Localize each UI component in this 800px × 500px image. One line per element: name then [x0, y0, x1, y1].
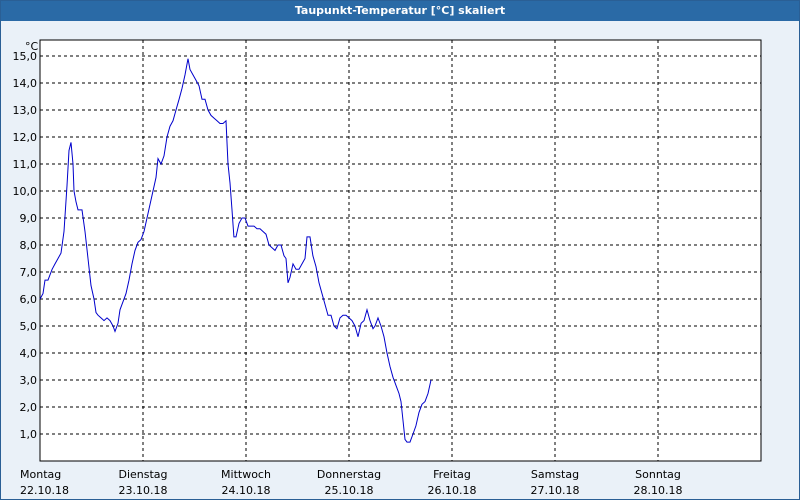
y-tick-label: 11,0 — [13, 158, 38, 171]
x-tick-date: 27.10.18 — [531, 484, 580, 497]
x-tick-label: Mittwoch 24.10.18 — [221, 468, 271, 497]
x-tick-date: 28.10.18 — [634, 484, 683, 497]
y-axis-ticks: 1,0 2,0 3,0 4,0 5,0 6,0 7,0 8,0 9,0 10,0 11,0 12,0 1… — [13, 50, 38, 441]
y-axis-unit-label: °C — [25, 40, 39, 53]
series-group — [39, 58, 432, 443]
x-tick-label: Sonntag 28.10.18 — [634, 468, 683, 497]
x-tick-day: Sonntag — [635, 468, 681, 481]
y-tick-label: 6,0 — [20, 293, 38, 306]
series-line — [39, 58, 432, 443]
x-tick-date: 24.10.18 — [222, 484, 271, 497]
x-tick-date: 26.10.18 — [428, 484, 477, 497]
chart-title: Taupunkt-Temperatur [°C] skaliert — [1, 1, 799, 21]
x-tick-day: Dienstag — [118, 468, 167, 481]
y-tick-label: 8,0 — [20, 239, 38, 252]
y-tick-label: 7,0 — [20, 266, 38, 279]
x-tick-label: Samstag 27.10.18 — [531, 468, 580, 497]
x-tick-day: Montag — [20, 468, 61, 481]
y-tick-label: 15,0 — [13, 50, 38, 63]
y-tick-label: 5,0 — [20, 320, 38, 333]
y-tick-label: 10,0 — [13, 185, 38, 198]
x-axis-ticks: Montag 22.10.18 Dienstag 23.10.18 Mittwoch 24… — [20, 468, 682, 497]
x-tick-date: 23.10.18 — [119, 484, 168, 497]
x-tick-label: Dienstag 23.10.18 — [118, 468, 167, 497]
grid-lines — [40, 40, 761, 461]
y-tick-label: 12,0 — [13, 131, 38, 144]
y-tick-label: 14,0 — [13, 77, 38, 90]
y-tick-label: 4,0 — [20, 347, 38, 360]
y-tick-label: 9,0 — [20, 212, 38, 225]
y-tick-label: 3,0 — [20, 374, 38, 387]
x-tick-date: 22.10.18 — [20, 484, 69, 497]
x-tick-day: Samstag — [531, 468, 579, 481]
x-tick-date: 25.10.18 — [325, 484, 374, 497]
x-tick-day: Donnerstag — [317, 468, 381, 481]
x-tick-label: Freitag 26.10.18 — [428, 468, 477, 497]
y-tick-label: 2,0 — [20, 401, 38, 414]
y-tick-label: 13,0 — [13, 104, 38, 117]
x-tick-day: Freitag — [433, 468, 471, 481]
x-tick-label: Donnerstag 25.10.18 — [317, 468, 381, 497]
x-tick-day: Mittwoch — [221, 468, 271, 481]
x-tick-label: Montag 22.10.18 — [20, 468, 69, 497]
y-tick-label: 1,0 — [20, 428, 38, 441]
